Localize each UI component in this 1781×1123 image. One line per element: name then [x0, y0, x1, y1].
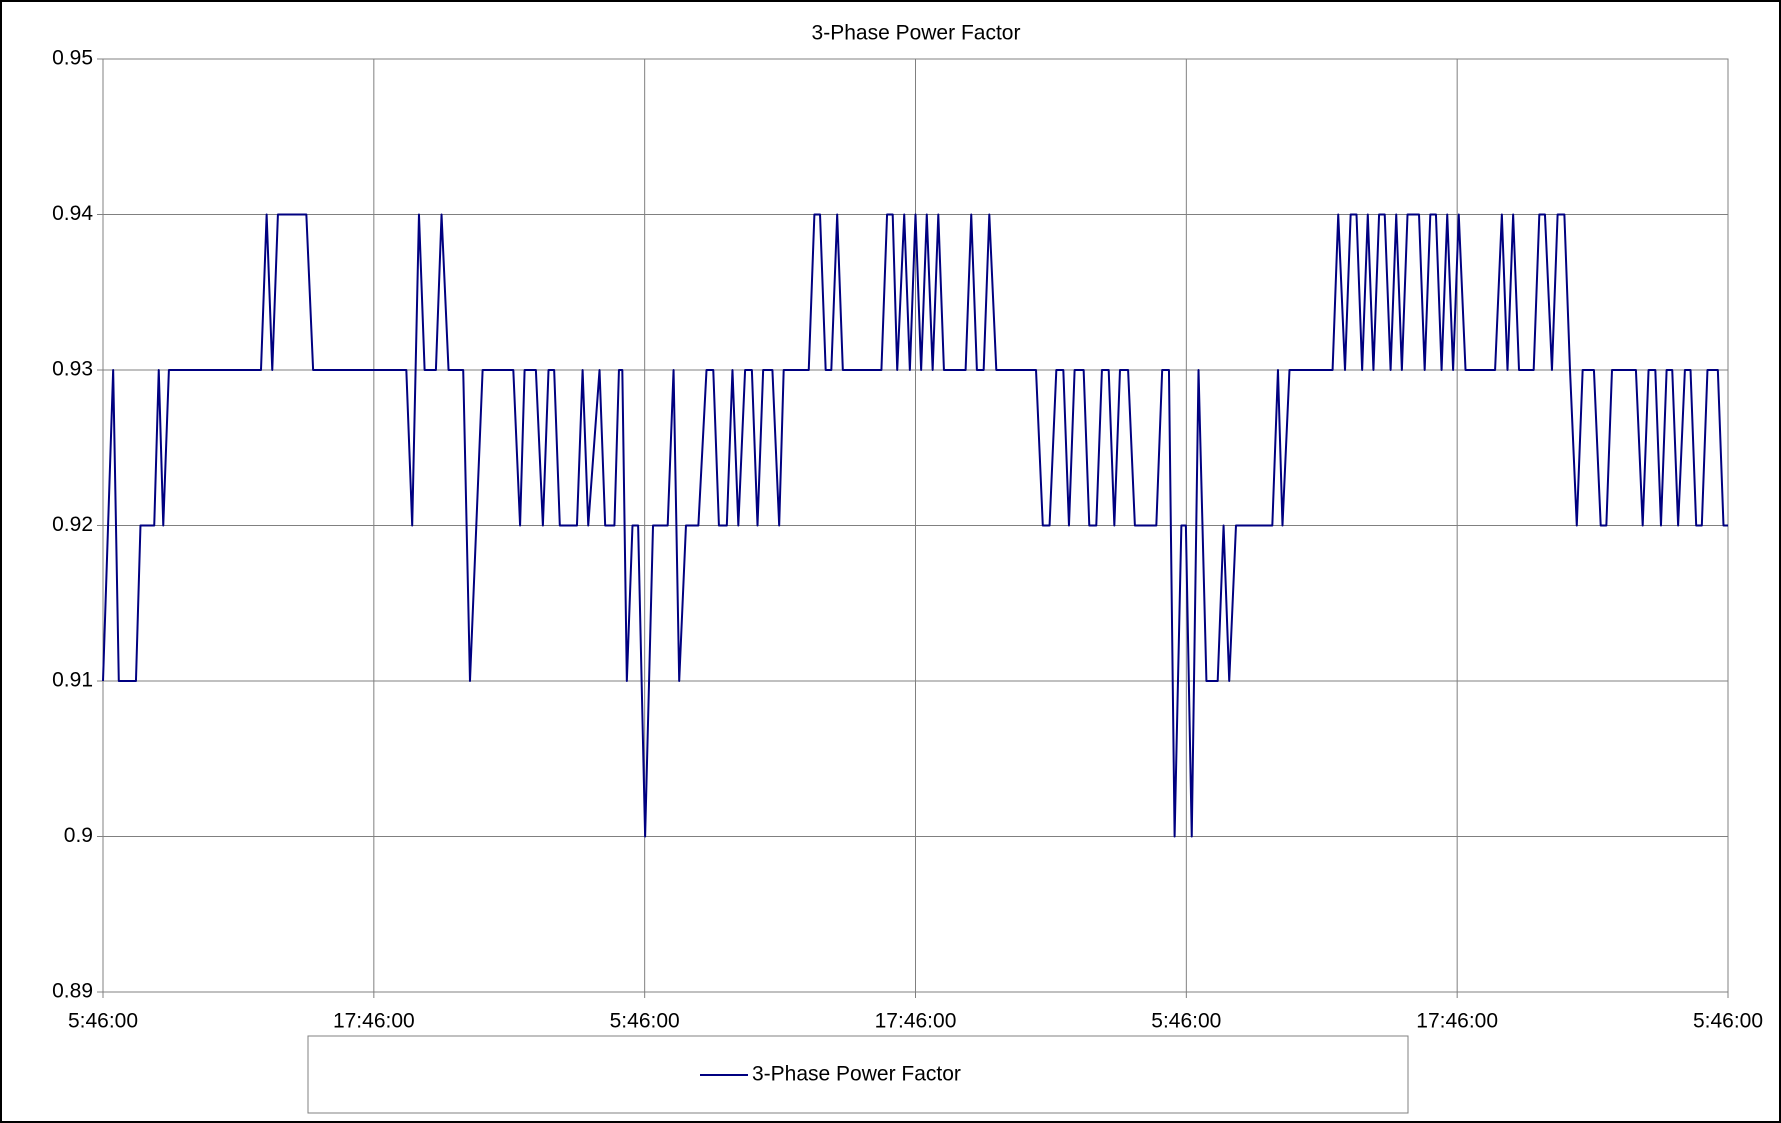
x-tick-label: 5:46:00 — [68, 1010, 138, 1033]
legend-label: 3-Phase Power Factor — [752, 1063, 961, 1086]
y-tick-label: 0.94 — [52, 202, 93, 225]
y-tick-label: 0.93 — [52, 358, 93, 381]
y-tick-label: 0.92 — [52, 513, 93, 536]
x-tick-label: 17:46:00 — [875, 1010, 957, 1033]
chart-title: 3-Phase Power Factor — [812, 22, 1021, 45]
x-tick-label: 17:46:00 — [1416, 1010, 1498, 1033]
y-tick-label: 0.95 — [52, 47, 93, 70]
x-tick-label: 17:46:00 — [333, 1010, 415, 1033]
x-tick-label: 5:46:00 — [610, 1010, 680, 1033]
y-tick-label: 0.9 — [64, 824, 93, 847]
x-tick-label: 5:46:00 — [1151, 1010, 1221, 1033]
y-tick-label: 0.89 — [52, 980, 93, 1003]
y-tick-label: 0.91 — [52, 669, 93, 692]
x-tick-label: 5:46:00 — [1693, 1010, 1763, 1033]
legend-box — [307, 1035, 1409, 1114]
data-line — [102, 213, 1728, 838]
